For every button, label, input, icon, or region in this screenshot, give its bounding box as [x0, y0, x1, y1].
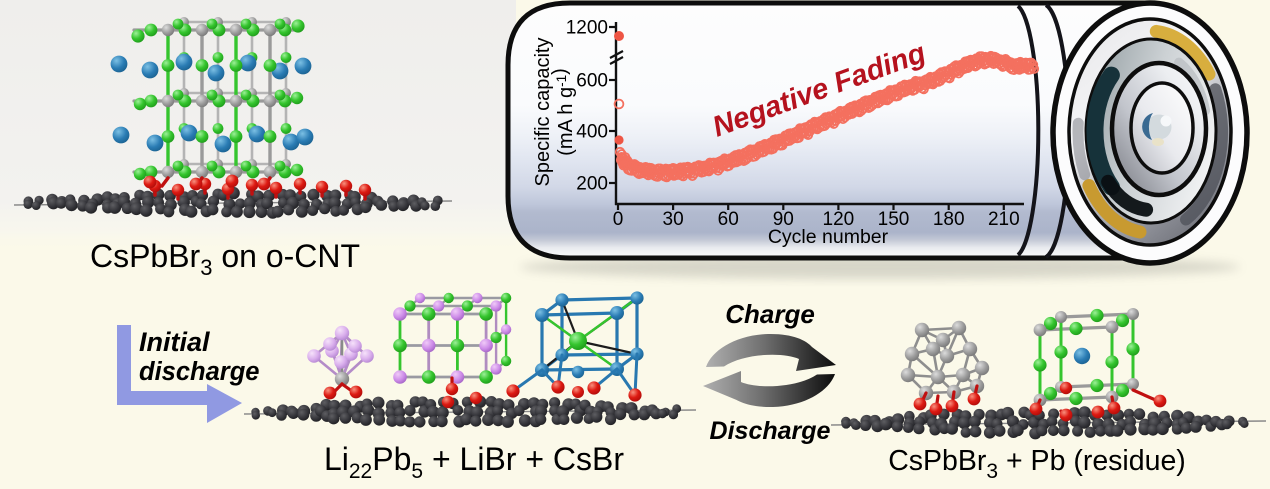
svg-text:60: 60 — [718, 209, 739, 230]
svg-text:400: 400 — [576, 122, 608, 143]
svg-text:600: 600 — [576, 71, 608, 92]
svg-text:Specific capacity: Specific capacity — [532, 38, 554, 187]
svg-text:Charge: Charge — [725, 299, 815, 329]
svg-text:CsPbBr3 + Pb (residue): CsPbBr3 + Pb (residue) — [888, 445, 1186, 483]
svg-text:210: 210 — [988, 209, 1020, 230]
svg-text:120: 120 — [823, 209, 855, 230]
svg-text:CsPbBr3 on o-CNT: CsPbBr3 on o-CNT — [90, 238, 360, 280]
svg-text:180: 180 — [933, 209, 965, 230]
svg-text:discharge: discharge — [139, 358, 259, 386]
svg-text:90: 90 — [773, 209, 794, 230]
svg-text:1200: 1200 — [566, 18, 608, 39]
svg-text:200: 200 — [576, 174, 608, 195]
svg-text:150: 150 — [878, 209, 910, 230]
svg-text:0: 0 — [613, 209, 624, 230]
svg-text:30: 30 — [663, 209, 684, 230]
svg-text:Discharge: Discharge — [710, 417, 831, 445]
svg-text:Initial: Initial — [139, 327, 210, 357]
svg-text:Li22Pb5 + LiBr + CsBr: Li22Pb5 + LiBr + CsBr — [324, 441, 624, 483]
svg-text:Cycle number: Cycle number — [768, 226, 889, 248]
